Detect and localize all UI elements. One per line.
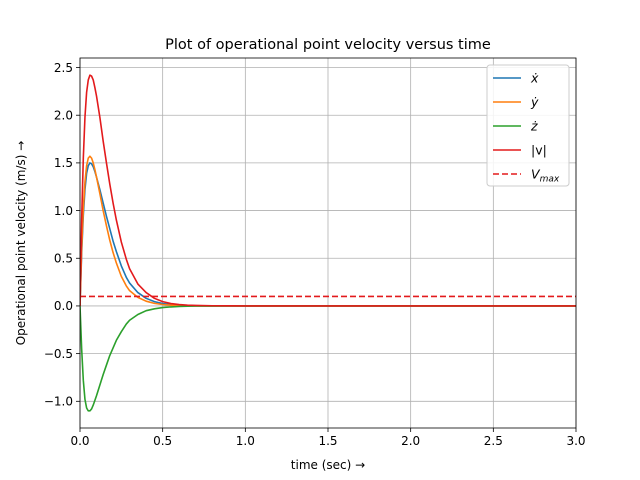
legend-label-4: Vmax — [531, 167, 560, 185]
x-tick-label: 0.5 — [153, 434, 172, 448]
legend-label-3: |v| — [531, 143, 547, 158]
legend-label-2: ż — [530, 119, 538, 134]
y-tick-label: 2.5 — [54, 61, 73, 75]
y-tick-label: 1.0 — [54, 204, 73, 218]
y-axis-ticks: −1.0 −0.5 0.0 0.5 1.0 1.5 2.0 2.5 — [44, 61, 80, 409]
series-layer — [80, 74, 576, 412]
legend-items: ẋẏż |v| Vmax — [493, 71, 560, 185]
x-tick-label: 1.5 — [318, 434, 337, 448]
y-axis-label: Operational point velocity (m/s) → — [14, 141, 28, 346]
legend: ẋẏż |v| Vmax — [486, 64, 570, 187]
y-tick-label: 2.0 — [54, 109, 73, 123]
y-tick-label: 0.5 — [54, 252, 73, 266]
x-tick-label: 1.0 — [236, 434, 255, 448]
y-tick-label: −1.0 — [44, 395, 73, 409]
x-tick-label: 2.5 — [484, 434, 503, 448]
x-tick-label: 2.0 — [401, 434, 420, 448]
y-tick-label: −0.5 — [44, 347, 73, 361]
legend-frame — [486, 64, 570, 187]
legend-label-1: ẏ — [530, 95, 539, 110]
x-tick-label: 0.0 — [70, 434, 89, 448]
chart-title: Plot of operational point velocity versu… — [165, 37, 491, 53]
x-axis-label: time (sec) → — [291, 458, 365, 472]
y-tick-label: 0.0 — [54, 299, 73, 313]
series-line-3 — [80, 74, 576, 307]
legend-label-0: ẋ — [530, 71, 539, 86]
x-tick-label: 3.0 — [566, 434, 585, 448]
x-axis-ticks: 0.0 0.5 1.0 1.5 2.0 2.5 3.0 — [70, 428, 586, 448]
y-tick-label: 1.5 — [54, 156, 73, 170]
